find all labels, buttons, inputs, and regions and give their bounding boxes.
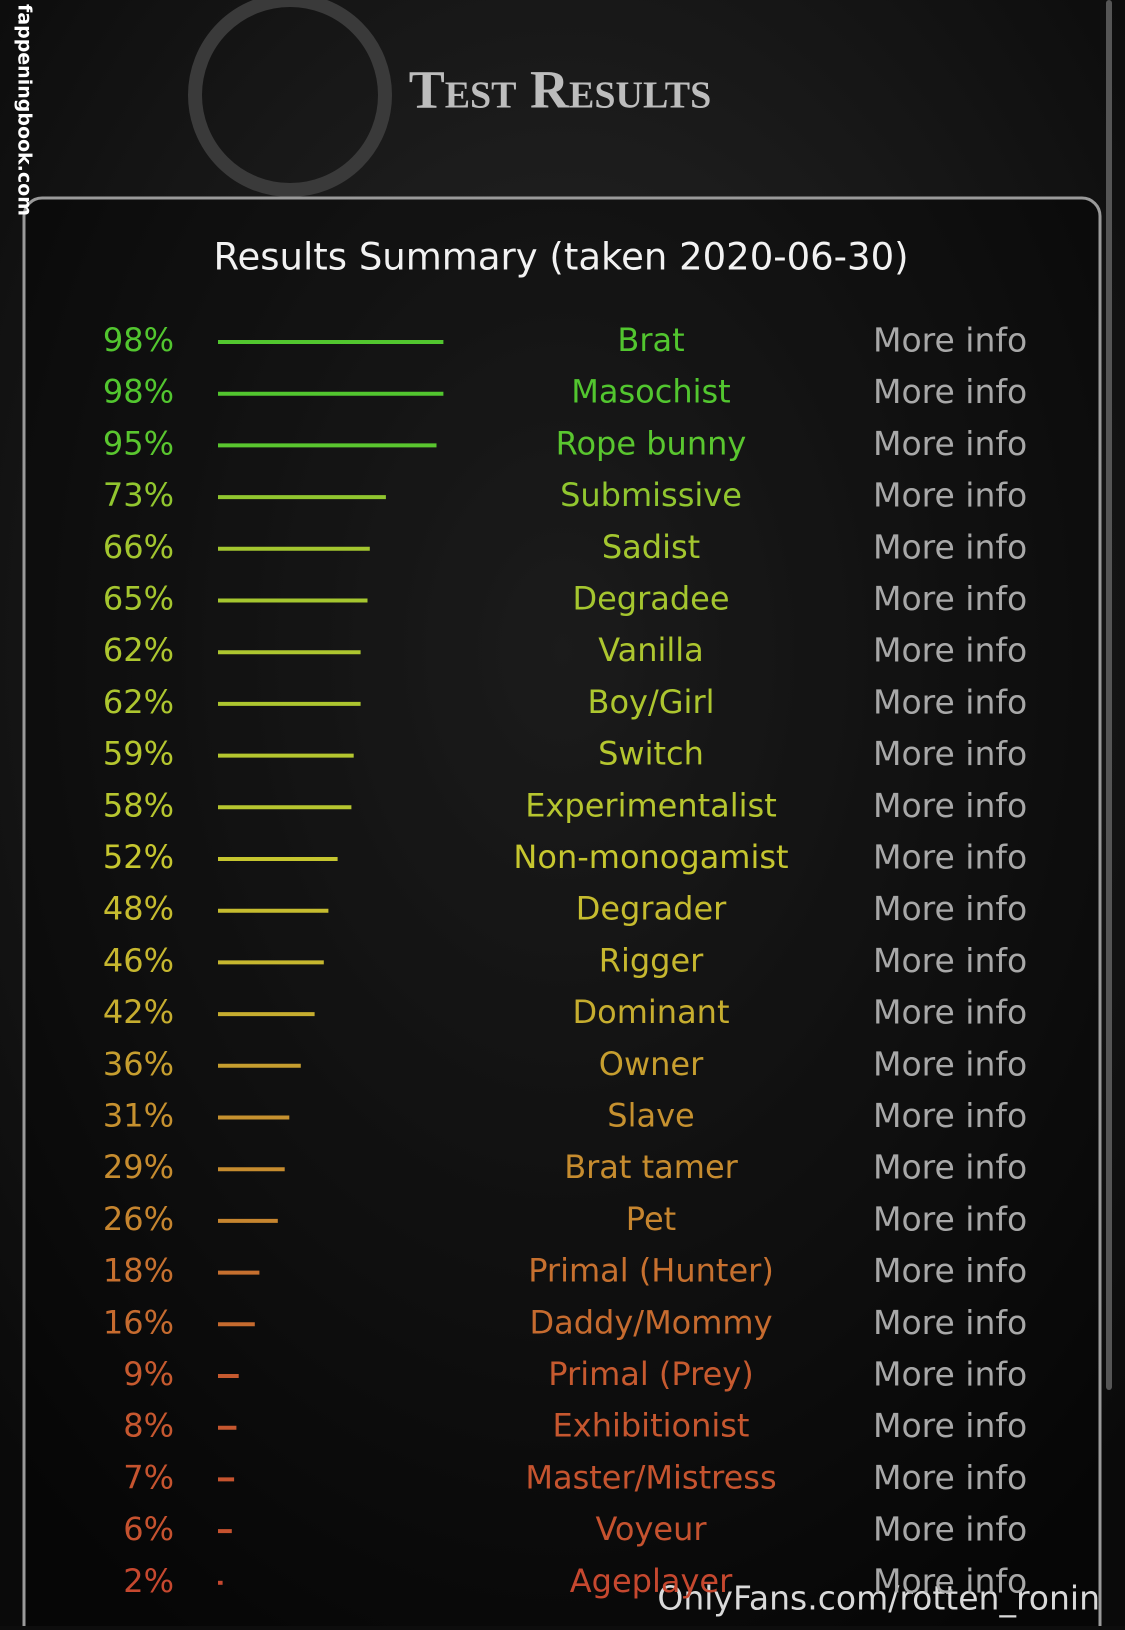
result-name: Masochist: [571, 373, 730, 411]
watermark: OnlyFans.com/rotten_ronin: [657, 1579, 1100, 1618]
more-info-link[interactable]: More info: [873, 372, 1027, 411]
result-name: Master/Mistress: [525, 1458, 776, 1496]
more-info-link[interactable]: More info: [873, 682, 1027, 721]
more-info-link[interactable]: More info: [873, 476, 1027, 515]
percent-label: 52%: [103, 838, 174, 876]
result-name: Slave: [607, 1097, 694, 1135]
more-info-link[interactable]: More info: [873, 527, 1027, 566]
result-name: Rope bunny: [556, 424, 747, 462]
more-info-link[interactable]: More info: [873, 1406, 1027, 1445]
result-name: Pet: [626, 1200, 676, 1238]
percent-label: 36%: [103, 1045, 174, 1083]
result-name: Voyeur: [595, 1510, 707, 1548]
result-name: Rigger: [599, 941, 704, 979]
percent-label: 62%: [103, 631, 174, 669]
result-name: Switch: [598, 735, 704, 773]
result-name: Primal (Prey): [548, 1355, 753, 1393]
more-info-link[interactable]: More info: [873, 631, 1027, 670]
result-name: Exhibitionist: [553, 1407, 750, 1445]
percent-label: 95%: [103, 424, 174, 462]
result-name: Boy/Girl: [588, 683, 715, 721]
more-info-link[interactable]: More info: [873, 1510, 1027, 1549]
percent-label: 9%: [123, 1355, 174, 1393]
result-name: Dominant: [573, 993, 730, 1031]
results-list: 98% Brat More info 98% Masochist More info 95%…: [103, 321, 1027, 1601]
more-info-link[interactable]: More info: [873, 1303, 1027, 1342]
more-info-link[interactable]: More info: [873, 889, 1027, 928]
result-name: Degrader: [576, 890, 727, 928]
more-info-link[interactable]: More info: [873, 838, 1027, 877]
more-info-link[interactable]: More info: [873, 1148, 1027, 1187]
more-info-link[interactable]: More info: [873, 1251, 1027, 1290]
percent-label: 98%: [103, 373, 174, 411]
result-name: Submissive: [560, 476, 742, 514]
more-info-link[interactable]: More info: [873, 1044, 1027, 1083]
more-info-link[interactable]: More info: [873, 1096, 1027, 1135]
more-info-link[interactable]: More info: [873, 321, 1027, 360]
percent-label: 29%: [103, 1148, 174, 1186]
percent-label: 8%: [123, 1407, 174, 1445]
more-info-link[interactable]: More info: [873, 993, 1027, 1032]
more-info-link[interactable]: More info: [873, 424, 1027, 463]
result-name: Degradee: [572, 580, 729, 618]
result-name: Vanilla: [598, 631, 704, 669]
percent-label: 7%: [123, 1458, 174, 1496]
result-name: Owner: [599, 1045, 704, 1083]
more-info-link[interactable]: More info: [873, 1199, 1027, 1238]
percent-label: 26%: [103, 1200, 174, 1238]
logo: [188, 0, 392, 197]
result-name: Ageplayer: [570, 1562, 733, 1600]
more-info-link[interactable]: More info: [873, 1355, 1027, 1394]
percent-label: 16%: [103, 1303, 174, 1341]
percent-label: 46%: [103, 941, 174, 979]
result-name: Primal (Hunter): [528, 1252, 774, 1290]
percent-label: 62%: [103, 683, 174, 721]
more-info-link[interactable]: More info: [873, 1458, 1027, 1497]
result-name: Brat: [617, 321, 684, 359]
percent-label: 59%: [103, 735, 174, 773]
percent-label: 42%: [103, 993, 174, 1031]
percent-label: 66%: [103, 528, 174, 566]
watermark: fappeningbook.com: [14, 4, 36, 216]
percent-label: 58%: [103, 786, 174, 824]
result-name: Sadist: [602, 528, 700, 566]
result-name: Experimentalist: [525, 786, 777, 824]
result-name: Daddy/Mommy: [529, 1303, 772, 1341]
more-info-link[interactable]: More info: [873, 941, 1027, 980]
percent-label: 18%: [103, 1252, 174, 1290]
percent-label: 2%: [123, 1562, 174, 1600]
result-name: Non-monogamist: [513, 838, 788, 876]
result-name: Brat tamer: [564, 1148, 738, 1186]
more-info-link[interactable]: More info: [873, 1561, 1027, 1600]
percent-label: 73%: [103, 476, 174, 514]
percent-label: 48%: [103, 890, 174, 928]
percent-label: 6%: [123, 1510, 174, 1548]
panel: [22, 196, 1102, 1630]
percent-label: 31%: [103, 1097, 174, 1135]
percent-label: 65%: [103, 580, 174, 618]
more-info-link[interactable]: More info: [873, 734, 1027, 773]
page-title: Test Results: [409, 59, 712, 119]
summary-title: Results Summary (taken 2020-06-30): [213, 236, 908, 279]
scrollbar: [1106, 0, 1112, 1390]
more-info-link[interactable]: More info: [873, 786, 1027, 825]
percent-label: 98%: [103, 321, 174, 359]
more-info-link[interactable]: More info: [873, 579, 1027, 618]
